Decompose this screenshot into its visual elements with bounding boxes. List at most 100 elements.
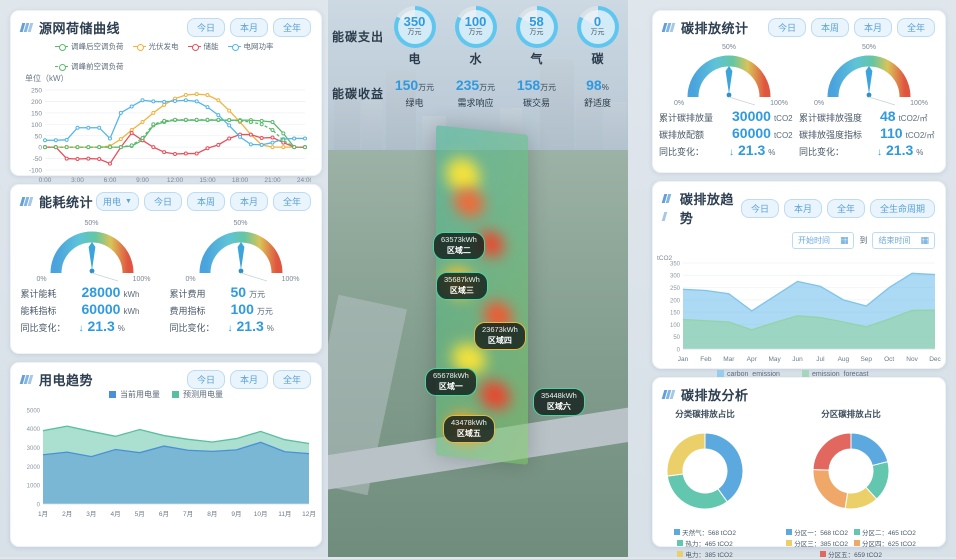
btn-month[interactable]: 本月 [783,198,822,218]
gauge-dial: 0% 50% 100% [33,220,151,283]
legend-item-ac-load-after[interactable]: 调峰后空调负荷 [55,41,124,52]
y-axis-unit-label: 单位（kW） [25,74,69,83]
legend-item-current[interactable]: 当前用电量 [109,389,160,400]
legend-item-storage[interactable]: 储能 [187,41,219,52]
panel-header: 源网荷储曲线 今日 本月 全年 [11,11,321,39]
start-date-input[interactable]: 开始时间 ▦ [791,232,855,249]
btn-today[interactable]: 今日 [740,198,779,218]
gauge-dial: 0% 50% 100% [670,44,788,107]
btn-month[interactable]: 本月 [229,18,268,37]
btn-year[interactable]: 全年 [272,18,311,37]
donut-title: 分类碳排放占比 [675,409,735,419]
svg-text:Aug: Aug [838,356,850,363]
gauge-arc [50,231,133,282]
btn-year[interactable]: 全年 [272,192,311,211]
legend-swatch-icon [786,540,793,546]
svg-text:carbon_emission: carbon_emission [727,371,780,378]
svg-text:12月: 12月 [302,510,316,518]
donut-legend-item[interactable]: 分区四：625 tCO2 [854,538,916,548]
btn-lifecycle[interactable]: 全生命周期 [869,198,935,218]
donut-legend-item[interactable]: 分区二：465 tCO2 [854,527,916,537]
region-tag[interactable]: 63573kWh 区域二 [433,232,485,260]
btn-month[interactable]: 本月 [853,18,892,37]
kpi-item-gas[interactable]: 58 万元 气 [508,6,566,67]
gauge-arc [827,55,911,106]
svg-text:4000: 4000 [27,427,41,433]
kpi-item-carbon[interactable]: 0 万元 碳 [569,6,627,67]
btn-today[interactable]: 今日 [143,192,182,211]
region-tag[interactable]: 23673kWh 区域四 [474,322,526,350]
down-arrow-icon: ↓ [78,323,84,334]
calendar-icon[interactable]: ▦ [839,235,849,245]
panel-title: 用电趋势 [39,373,94,388]
svg-text:50: 50 [673,335,680,341]
legend-item-ac-load-before[interactable]: 调峰前空调负荷 [55,61,124,72]
donut-chart[interactable] [803,423,899,519]
legend-item-grid-power[interactable]: 电网功率 [227,41,274,52]
kpi-item-green-power[interactable]: 150万元 绿电 [394,77,435,108]
gauge-energy: 0% 50% 100% 累计能耗 28000 kWh 能耗指标 60000 kWh 同比… [20,220,163,334]
svg-text:6月: 6月 [159,510,169,518]
btn-year[interactable]: 全年 [896,18,935,37]
panel-header: 能耗统计 用电 ▼ 今日 本周 本月 全年 [11,185,321,213]
legend-item-pv[interactable]: 光伏发电 [132,41,179,52]
gauge-dial: 0% 50% 100% [182,220,300,283]
stat-row-change: 同比变化： ↓ 21.3% [20,318,125,334]
btn-month[interactable]: 本月 [229,370,268,389]
donut-legend-item[interactable]: 电力：385 tCO2 [677,549,733,559]
btn-year[interactable]: 全年 [272,370,311,389]
svg-text:12:00: 12:00 [167,177,184,184]
donut-legend-item[interactable]: 分区五：659 tCO2 [820,549,882,559]
legend-item-forecast[interactable]: 预测用电量 [172,389,223,400]
kpi-item-demand-response[interactable]: 235万元 需求响应 [455,77,496,108]
panel-title: 碳排放趋势 [679,192,734,226]
building-3d-scene[interactable]: 能碳支出 350 万元 电 100 万元 水 58 万元 气 0 万元 碳 [328,0,628,557]
donut-legend-item[interactable]: 热力：465 tCO2 [677,538,733,548]
stat-row-change: 同比变化： ↓ 21.3% [169,318,274,334]
btn-month[interactable]: 本月 [229,192,268,211]
kpi-item-comfort[interactable]: 98% 舒适度 [583,77,611,108]
donut-legend-item[interactable]: 分区三：385 tCO2 [786,538,848,548]
btn-year[interactable]: 全年 [826,198,865,218]
svg-text:100: 100 [670,323,681,329]
gauge-tick-max: 100% [132,276,151,283]
region-tag[interactable]: 35687kWh 区域三 [436,272,488,300]
gauge-tick-max: 100% [281,276,300,283]
controls: 用电 ▼ 今日 本周 本月 全年 [95,192,311,211]
btn-week[interactable]: 本周 [186,192,225,211]
btn-today[interactable]: 今日 [186,370,225,389]
stat-row-change: 同比变化： ↓ 21.3% [659,142,776,158]
donut-legend-item[interactable]: 分区一：568 tCO2 [786,527,848,537]
btn-week[interactable]: 本周 [810,18,849,37]
calendar-icon[interactable]: ▦ [920,235,929,245]
btn-today[interactable]: 今日 [186,18,225,37]
svg-text:50: 50 [35,133,43,140]
kpi-item-water[interactable]: 100 万元 水 [447,6,505,67]
donut-legend-item[interactable]: 天然气：568 tCO2 [674,527,736,537]
svg-text:11月: 11月 [278,510,291,518]
region-tag[interactable]: 35448kWh 区域六 [533,388,585,416]
kpi-item-electricity[interactable]: 350 万元 电 [386,6,444,67]
stat-row: 累计碳排放量 30000 tCO2 [659,108,793,124]
region-tag[interactable]: 43478kWh 区域五 [443,415,495,443]
end-date-input[interactable]: 结束时间 ▦ [872,232,935,249]
energy-type-select[interactable]: 用电 ▼ [95,192,139,211]
legend-swatch-icon [786,529,793,535]
title-bars-icon [661,190,674,226]
donut-legend: 天然气：568 tCO2 热力：465 tCO2 电力：385 tCO2 [653,527,757,559]
region-tag[interactable]: 65678kWh 区域一 [425,368,477,396]
expense-items: 350 万元 电 100 万元 水 58 万元 气 0 万元 碳 [384,6,628,67]
gauge-carbon-total: 0% 50% 100% 累计碳排放量 30000 tCO2 碳排放配额 60000 tC… [659,44,799,158]
btn-today[interactable]: 今日 [767,18,806,37]
svg-text:200: 200 [31,99,42,106]
donut-chart[interactable] [657,423,753,519]
page-title: 源网荷储曲线 [39,21,121,36]
expense-row-label: 能碳支出 [332,30,385,44]
chevron-down-icon: ▼ [125,198,132,205]
legend-swatch-icon [677,540,684,546]
donut-by-zone: 分区碳排放占比 分区一：568 tCO2 分区二：465 tCO2 分区三：385 … [757,408,945,559]
gauge-tick-min: 0% [674,100,685,107]
svg-text:Oct: Oct [884,356,894,363]
svg-text:May: May [768,356,781,363]
kpi-item-carbon-trading[interactable]: 158万元 碳交易 [516,77,557,108]
